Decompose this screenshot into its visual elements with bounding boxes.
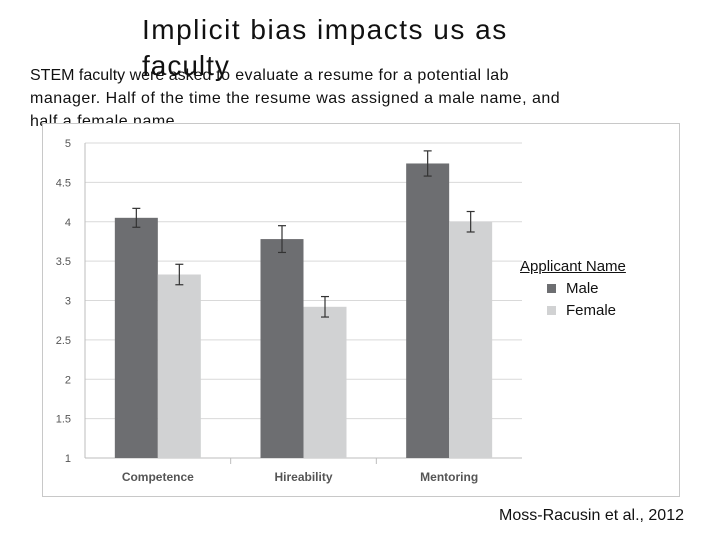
y-tick-label: 1.5	[56, 414, 71, 426]
x-category-label: Mentoring	[420, 470, 478, 484]
bar-female	[157, 274, 201, 458]
legend-label-male: Male	[566, 280, 599, 297]
slide-title-line2: faculty	[142, 50, 230, 81]
y-tick-label: 2	[65, 374, 71, 386]
y-tick-label: 3.5	[56, 256, 71, 268]
y-tick-label: 1	[65, 453, 71, 465]
legend-item-female: Female	[547, 302, 626, 319]
bar-female	[303, 306, 347, 458]
y-tick-label: 3	[65, 296, 71, 308]
bar-female	[449, 221, 493, 458]
body-text-end: to evaluate a resume for a potential lab	[211, 67, 509, 84]
y-tick-label: 2.5	[56, 335, 71, 347]
body-text-mid: were asked	[129, 67, 212, 84]
legend-item-male: Male	[547, 280, 626, 297]
chart-legend: Applicant Name Male Female	[520, 258, 626, 319]
y-tick-label: 4	[65, 217, 71, 229]
slide-title-line1: Implicit bias impacts us as	[142, 14, 508, 45]
legend-label-female: Female	[566, 302, 617, 319]
y-tick-label: 5	[65, 138, 71, 150]
citation: Moss-Racusin et al., 2012	[499, 507, 684, 524]
legend-swatch-male	[547, 284, 556, 293]
bar-male	[406, 163, 450, 458]
body-text-start: STEM faculty	[30, 67, 126, 84]
bar-male	[260, 239, 304, 458]
legend-title: Applicant Name	[520, 258, 626, 275]
body-text-line1: STEM faculty were asked to evaluate a re…	[30, 66, 509, 86]
bar-male	[114, 217, 158, 458]
x-category-label: Competence	[122, 470, 194, 484]
body-text-line2: manager. Half of the time the resume was…	[30, 90, 561, 107]
x-category-label: Hireability	[274, 470, 332, 484]
legend-swatch-female	[547, 306, 556, 315]
y-tick-label: 4.5	[56, 177, 71, 189]
